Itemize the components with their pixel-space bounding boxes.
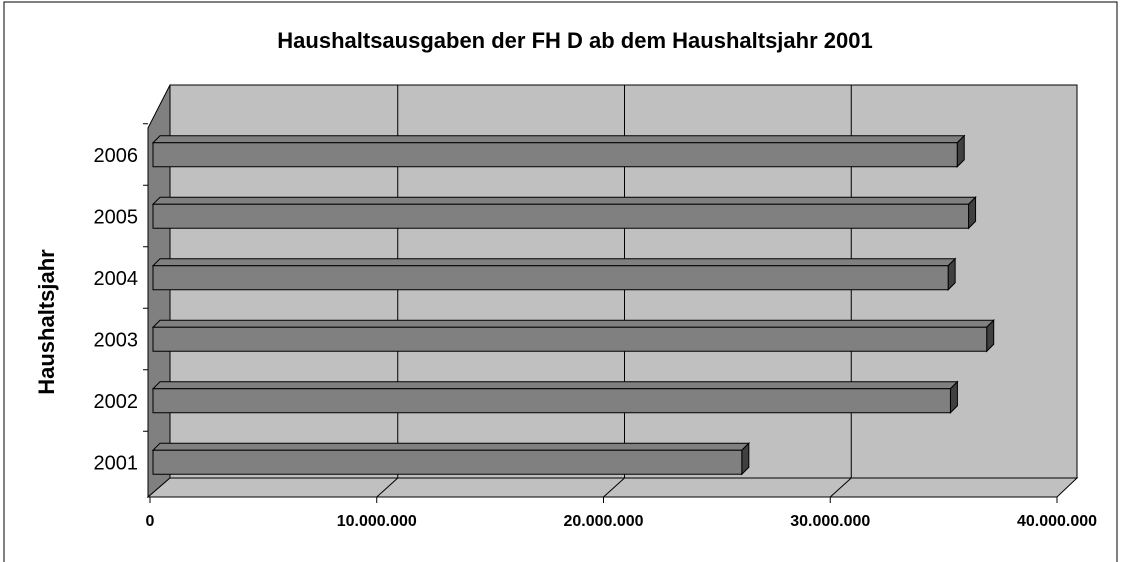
x-tick-label: 30.000.000 — [790, 513, 870, 530]
bar — [152, 449, 743, 475]
bar-top — [151, 319, 995, 328]
bar — [152, 388, 951, 414]
grid-line — [603, 477, 625, 498]
x-tick-label: 0 — [146, 513, 155, 530]
x-tick-label: 20.000.000 — [563, 513, 643, 530]
x-tick-label: 40.000.000 — [1017, 513, 1097, 530]
y-tick-label: 2002 — [94, 391, 139, 413]
chart-title: Haushaltsausgaben der FH D ab dem Hausha… — [277, 28, 872, 53]
bar-top — [151, 258, 957, 267]
bar-top — [151, 381, 959, 390]
bar — [152, 142, 958, 168]
chart-frame — [3, 1, 1118, 562]
x-tick-label: 10.000.000 — [337, 513, 417, 530]
y-tick-label: 2001 — [94, 453, 139, 475]
bar — [152, 265, 949, 291]
bar-top — [151, 135, 966, 144]
bar — [152, 326, 988, 352]
grid-line — [376, 477, 399, 498]
bar-top — [151, 196, 977, 205]
y-tick-label: 2005 — [94, 207, 139, 229]
bar-top — [151, 442, 751, 451]
grid-line — [829, 477, 852, 498]
bar — [152, 203, 970, 229]
y-tick-label: 2006 — [94, 145, 139, 167]
y-tick-label: 2004 — [94, 268, 139, 290]
y-tick-label: 2003 — [94, 330, 139, 352]
y-axis-title: Haushaltsjahr — [34, 249, 59, 395]
floor — [146, 477, 1079, 498]
